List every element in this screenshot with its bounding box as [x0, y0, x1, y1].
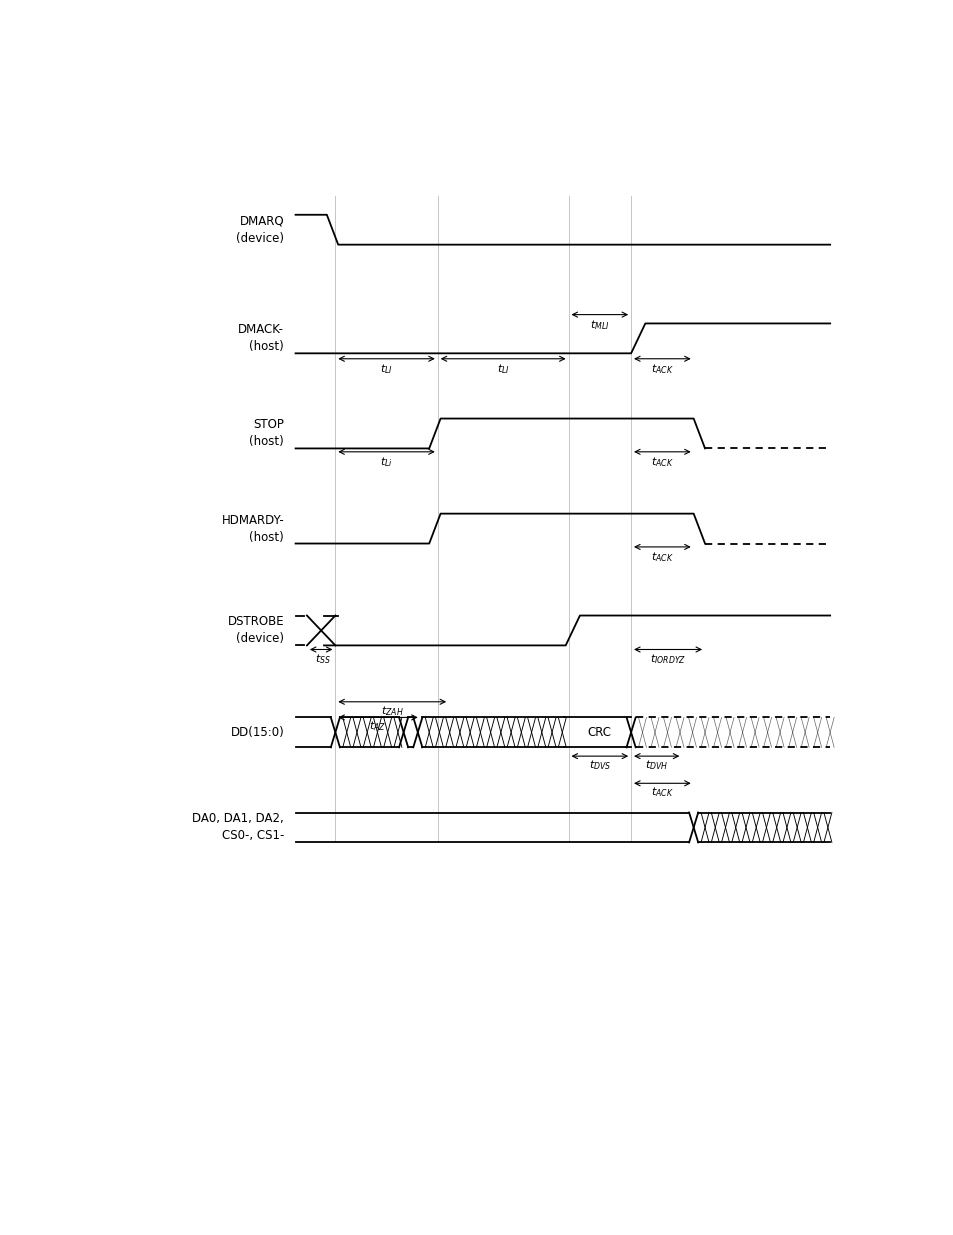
Text: $t_{DVS}$: $t_{DVS}$	[588, 758, 610, 772]
Text: $t_{Li}$: $t_{Li}$	[379, 456, 393, 469]
Text: $t_{ACK}$: $t_{ACK}$	[650, 785, 673, 799]
Text: $t_{IORDYZ}$: $t_{IORDYZ}$	[649, 652, 685, 666]
Text: $t_{LI}$: $t_{LI}$	[379, 362, 393, 375]
Text: $t_{ZAH}$: $t_{ZAH}$	[380, 704, 403, 718]
Text: DMARQ
(device): DMARQ (device)	[236, 215, 284, 245]
Text: $t_{AZ}$: $t_{AZ}$	[369, 719, 386, 734]
Text: $t_{DVH}$: $t_{DVH}$	[644, 758, 668, 772]
Text: $t_{LI}$: $t_{LI}$	[497, 362, 509, 375]
Text: DD(15:0): DD(15:0)	[231, 726, 284, 739]
Text: HDMARDY-
(host): HDMARDY- (host)	[221, 514, 284, 543]
Text: $t_{ACK}$: $t_{ACK}$	[650, 456, 673, 469]
Text: STOP
(host): STOP (host)	[249, 419, 284, 448]
Text: DA0, DA1, DA2,
CS0-, CS1-: DA0, DA1, DA2, CS0-, CS1-	[193, 813, 284, 842]
Text: $t_{MLI}$: $t_{MLI}$	[590, 317, 609, 332]
Text: DMACK-
(host): DMACK- (host)	[238, 324, 284, 353]
Text: $t_{ACK}$: $t_{ACK}$	[650, 362, 673, 375]
Text: $t_{ACK}$: $t_{ACK}$	[650, 551, 673, 564]
Text: DSTROBE
(device): DSTROBE (device)	[228, 615, 284, 646]
Text: CRC: CRC	[587, 726, 611, 739]
Text: $t_{SS}$: $t_{SS}$	[314, 652, 331, 666]
